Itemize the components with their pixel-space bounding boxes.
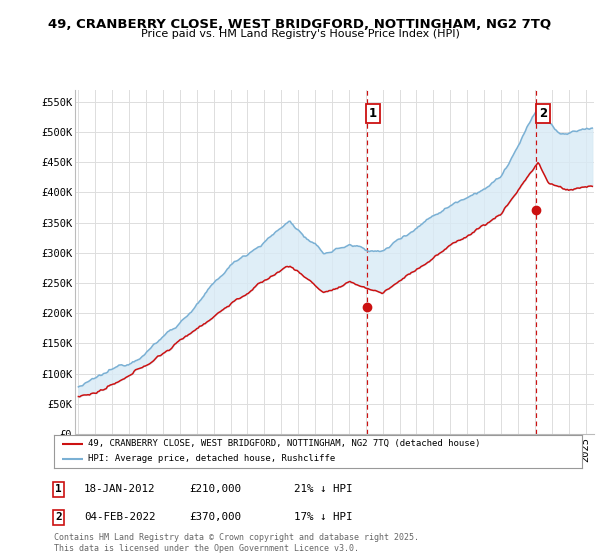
Text: £370,000: £370,000 <box>189 512 241 522</box>
Text: 18-JAN-2012: 18-JAN-2012 <box>84 484 155 494</box>
Text: 2: 2 <box>55 512 62 522</box>
Text: 49, CRANBERRY CLOSE, WEST BRIDGFORD, NOTTINGHAM, NG2 7TQ (detached house): 49, CRANBERRY CLOSE, WEST BRIDGFORD, NOT… <box>88 440 481 449</box>
Text: 2: 2 <box>539 108 547 120</box>
Text: 1: 1 <box>55 484 62 494</box>
Text: 04-FEB-2022: 04-FEB-2022 <box>84 512 155 522</box>
Text: 21% ↓ HPI: 21% ↓ HPI <box>294 484 353 494</box>
Text: 49, CRANBERRY CLOSE, WEST BRIDGFORD, NOTTINGHAM, NG2 7TQ: 49, CRANBERRY CLOSE, WEST BRIDGFORD, NOT… <box>49 18 551 31</box>
Text: 1: 1 <box>369 108 377 120</box>
Text: HPI: Average price, detached house, Rushcliffe: HPI: Average price, detached house, Rush… <box>88 454 335 463</box>
Text: Price paid vs. HM Land Registry's House Price Index (HPI): Price paid vs. HM Land Registry's House … <box>140 29 460 39</box>
Text: 17% ↓ HPI: 17% ↓ HPI <box>294 512 353 522</box>
Text: £210,000: £210,000 <box>189 484 241 494</box>
Text: Contains HM Land Registry data © Crown copyright and database right 2025.
This d: Contains HM Land Registry data © Crown c… <box>54 533 419 553</box>
